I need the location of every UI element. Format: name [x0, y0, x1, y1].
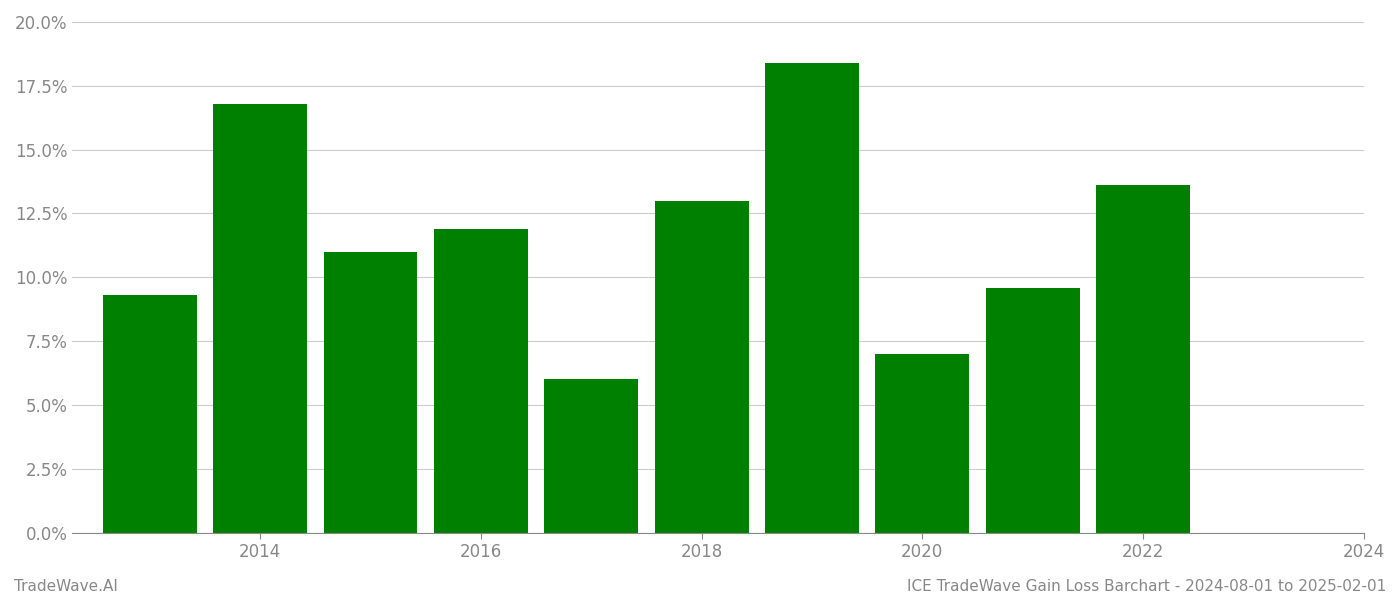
Bar: [545, 379, 638, 533]
Text: TradeWave.AI: TradeWave.AI: [14, 579, 118, 594]
Bar: [434, 229, 528, 533]
Bar: [1096, 185, 1190, 533]
Bar: [213, 104, 307, 533]
Bar: [323, 252, 417, 533]
Bar: [764, 63, 860, 533]
Bar: [102, 295, 196, 533]
Bar: [875, 354, 969, 533]
Bar: [986, 287, 1079, 533]
Text: ICE TradeWave Gain Loss Barchart - 2024-08-01 to 2025-02-01: ICE TradeWave Gain Loss Barchart - 2024-…: [907, 579, 1386, 594]
Bar: [655, 201, 749, 533]
